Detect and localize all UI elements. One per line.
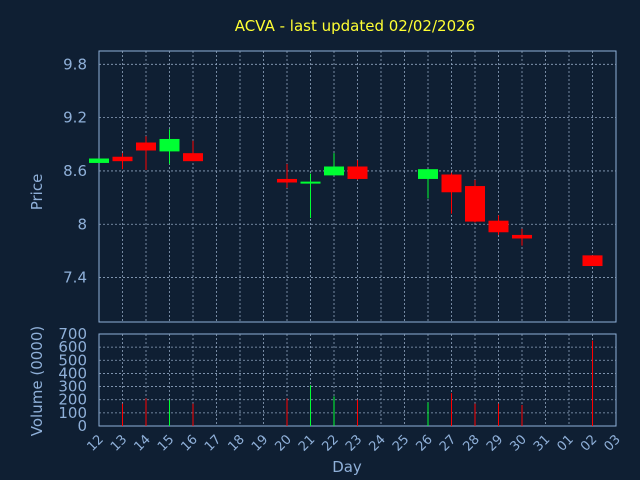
candle-body — [159, 138, 180, 152]
volume-tick-label: 100 — [58, 404, 87, 422]
x-tick-label: 13 — [108, 432, 130, 454]
volume-tick-label: 0 — [77, 417, 87, 435]
x-axis: 12 13 14 15 16 17 18 19 20 21 22 23 24 25 26 27 28 29 30 31… — [85, 432, 624, 454]
volume-tick-label: 700 — [58, 325, 87, 343]
x-tick-label: 29 — [484, 432, 506, 454]
price-tick-label: 7.4 — [63, 269, 87, 287]
x-tick-label: 02 — [578, 432, 600, 454]
x-tick-label: 03 — [602, 432, 624, 454]
price-tick-label: 8 — [77, 215, 87, 233]
x-tick-label: 21 — [296, 432, 318, 454]
candle-body — [136, 142, 156, 151]
x-tick-label: 16 — [179, 432, 201, 454]
price-panel: 9.8 9.2 8.6 8 7.4 — [63, 50, 617, 323]
x-tick-label: 31 — [531, 432, 553, 454]
volume-tick-label: 300 — [58, 378, 87, 396]
candle-body — [324, 166, 344, 176]
chart-title: ACVA - last updated 02/02/2026 — [235, 17, 475, 35]
price-axis-label: Price — [28, 174, 46, 211]
x-tick-label: 28 — [461, 432, 483, 454]
candle-body — [488, 220, 509, 233]
candle-body — [112, 156, 133, 162]
x-tick-label: 17 — [202, 432, 224, 454]
x-tick-label: 24 — [367, 432, 389, 454]
x-tick-label: 27 — [437, 432, 459, 454]
candle-body — [300, 181, 321, 184]
candle-body — [89, 158, 109, 163]
volume-tick-label: 500 — [58, 351, 87, 369]
candle-body — [277, 178, 297, 183]
x-tick-label: 23 — [343, 432, 365, 454]
candle-body — [441, 174, 462, 193]
candle-body — [512, 234, 532, 239]
candle-body — [465, 186, 485, 222]
candle-body — [582, 255, 603, 267]
x-axis-label: Day — [332, 458, 362, 476]
x-tick-label: 18 — [226, 432, 248, 454]
price-tick-label: 9.2 — [63, 109, 87, 127]
x-tick-label: 15 — [155, 432, 177, 454]
x-tick-label: 14 — [132, 432, 154, 454]
volume-tick-label: 400 — [58, 364, 87, 382]
price-tick-label: 8.6 — [63, 162, 87, 180]
x-tick-label: 22 — [320, 432, 342, 454]
volume-tick-label: 200 — [58, 391, 87, 409]
x-tick-label: 19 — [249, 432, 271, 454]
x-tick-label: 20 — [273, 432, 295, 454]
x-tick-label: 01 — [555, 432, 577, 454]
x-tick-label: 12 — [85, 432, 107, 454]
x-tick-label: 26 — [414, 432, 436, 454]
candle-body — [347, 166, 368, 179]
candle-body — [183, 153, 203, 162]
x-tick-label: 30 — [508, 432, 530, 454]
candle-body — [418, 169, 438, 179]
volume-axis-label: Volume (0000) — [28, 326, 46, 436]
price-tick-label: 9.8 — [63, 55, 87, 73]
x-tick-label: 25 — [390, 432, 412, 454]
volume-tick-label: 600 — [58, 338, 87, 356]
